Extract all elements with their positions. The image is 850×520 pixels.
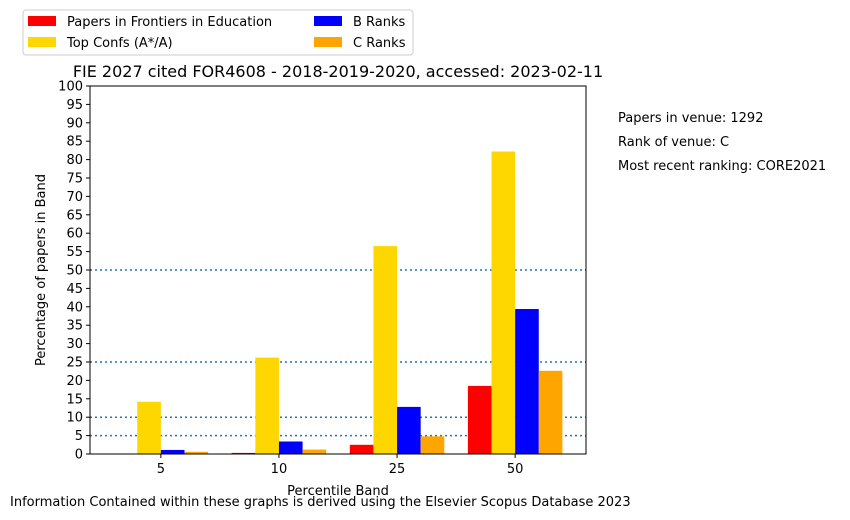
- legend-swatch: [28, 16, 56, 26]
- legend-label: Papers in Frontiers in Education: [67, 15, 272, 30]
- y-tick-label: 45: [66, 282, 83, 297]
- bar: [491, 151, 516, 454]
- y-tick-label: 40: [66, 300, 83, 315]
- y-tick-label: 75: [66, 172, 83, 187]
- y-tick-label: 50: [66, 264, 83, 279]
- bar: [255, 357, 279, 454]
- y-tick-label: 100: [58, 80, 83, 95]
- legend-label: C Ranks: [353, 36, 406, 51]
- legend: Papers in Frontiers in Education Top Conf…: [22, 9, 414, 56]
- y-tick-label: 25: [66, 356, 83, 371]
- y-tick-label: 60: [66, 227, 83, 242]
- legend-swatch: [314, 37, 342, 47]
- rank-of-venue: Rank of venue: C: [618, 135, 730, 150]
- bar: [302, 449, 327, 454]
- y-tick-label: 90: [66, 116, 83, 131]
- y-tick-label: 30: [66, 337, 83, 352]
- legend-label: Top Confs (A*/A): [66, 36, 173, 51]
- bar: [397, 406, 421, 454]
- x-tick-label: 25: [389, 462, 406, 477]
- y-tick-label: 15: [66, 392, 83, 407]
- legend-swatch: [28, 37, 56, 47]
- most-recent-ranking: Most recent ranking: CORE2021: [618, 159, 827, 174]
- y-tick-label: 95: [66, 98, 83, 113]
- y-tick-label: 70: [66, 190, 83, 205]
- footer-note: Information Contained within these graph…: [10, 495, 631, 510]
- bar: [349, 444, 374, 454]
- bar: [373, 246, 398, 454]
- x-tick-label: 10: [271, 462, 288, 477]
- y-tick-label: 5: [75, 429, 83, 444]
- y-axis-label: Percentage of papers in Band: [34, 174, 49, 366]
- bar: [184, 451, 209, 454]
- x-tick-label: 50: [507, 462, 524, 477]
- y-tick-label: 35: [66, 319, 83, 334]
- y-tick-label: 10: [66, 411, 83, 426]
- legend-swatch: [314, 16, 342, 26]
- bar: [467, 385, 492, 454]
- legend-label: B Ranks: [353, 15, 406, 30]
- bar: [231, 452, 256, 454]
- y-tick-label: 80: [66, 153, 83, 168]
- papers-in-venue: Papers in venue: 1292: [618, 111, 764, 126]
- y-tick-label: 0: [75, 448, 83, 463]
- y-tick-label: 85: [66, 135, 83, 150]
- bar: [420, 436, 445, 454]
- x-tick-label: 5: [157, 462, 165, 477]
- chart-title: FIE 2027 cited FOR4608 - 2018-2019-2020,…: [73, 62, 603, 81]
- bar: [515, 309, 539, 454]
- x-axis-label: Percentile Band: [287, 484, 389, 499]
- y-tick-label: 20: [66, 374, 83, 389]
- bar: [137, 401, 161, 454]
- bar: [278, 441, 303, 454]
- y-tick-label: 55: [66, 245, 83, 260]
- bar: [538, 370, 563, 454]
- bar: [160, 449, 185, 454]
- y-tick-label: 65: [66, 208, 83, 223]
